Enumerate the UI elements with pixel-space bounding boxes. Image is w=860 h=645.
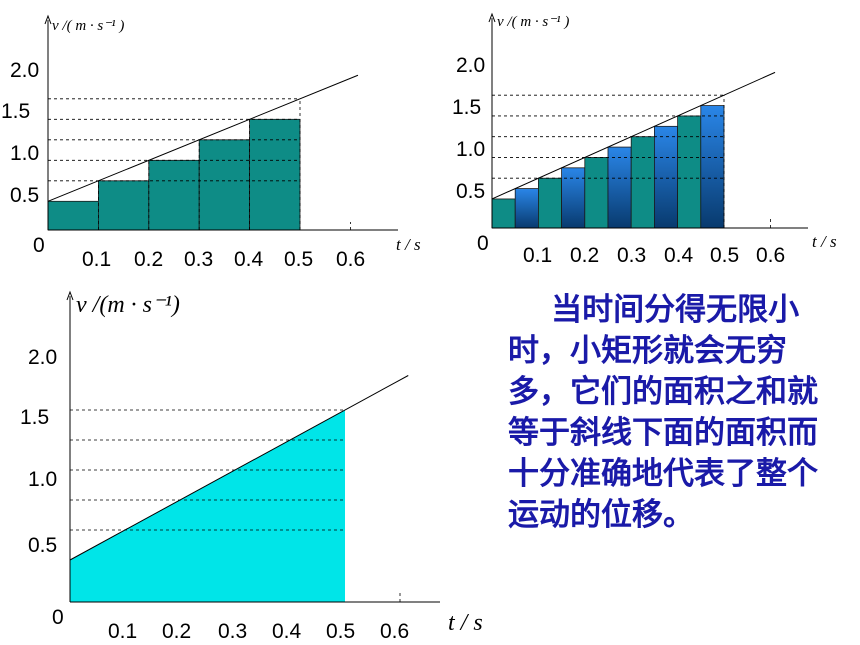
coarse-x-tick-0.6: 0.6: [336, 248, 365, 271]
rectangle-2: [514, 188, 539, 229]
rectangle-3: [148, 159, 200, 231]
fine-x-tick-0.5: 0.5: [710, 244, 739, 267]
fine-velocity-line: [491, 71, 776, 200]
fine-v-axis-label: v /( m · s⁻¹ ): [497, 14, 569, 30]
rectangle-1: [47, 200, 99, 231]
coarse-x-tick-0.1: 0.1: [82, 248, 111, 271]
rectangle-2: [98, 180, 150, 231]
rectangle-4: [198, 139, 250, 231]
coarse-x-tick-0.3: 0.3: [184, 248, 213, 271]
limit-x-tick-0.4: 0.4: [272, 620, 302, 643]
fine-y-tick-1.0: 1.0: [456, 138, 485, 161]
rectangle-1: [491, 198, 516, 229]
limit-x-tick-0.3: 0.3: [218, 620, 247, 643]
area-under-line: [70, 410, 345, 602]
coarse-v-arrow: [44, 14, 52, 25]
rectangle-9: [677, 115, 702, 229]
coarse-y-tick-1.0: 1.0: [10, 142, 39, 165]
coarse-x-tick-0.2: 0.2: [134, 248, 163, 271]
rectangle-5: [584, 157, 609, 229]
limit-x-tick-0.2: 0.2: [162, 620, 191, 643]
fine-y-tick-2.0: 2.0: [456, 54, 485, 77]
rectangle-10: [700, 105, 725, 229]
fine-origin-label: 0: [477, 232, 489, 255]
fine-x-tick-0.4: 0.4: [664, 244, 694, 267]
fine-v-arrow: [488, 12, 496, 23]
coarse-rectangles: [47, 118, 301, 231]
coarse-x-tick-0.4: 0.4: [234, 248, 264, 271]
limit-y-tick-0.5: 0.5: [28, 534, 57, 557]
rectangle-7: [630, 136, 655, 229]
coarse-y-tick-1.5: 1.5: [1, 100, 30, 123]
rectangle-3: [538, 177, 563, 229]
limit-y-tick-1.5: 1.5: [20, 406, 49, 429]
panel-limit: v /(m · s⁻¹) t / s 0 2.0 1.5 1.0 0.5 0.1…: [20, 290, 483, 643]
coarse-t-axis-label: t / s: [396, 235, 421, 254]
rectangle-5: [249, 118, 301, 231]
fine-t-axis-label: t / s: [812, 232, 837, 251]
limit-dashed-lines: [70, 409, 401, 602]
rectangle-4: [561, 167, 586, 229]
rectangle-6: [607, 146, 632, 229]
fine-x-tick-0.1: 0.1: [523, 244, 552, 267]
rectangle-8: [654, 125, 679, 229]
limit-y-tick-1.0: 1.0: [28, 468, 57, 491]
coarse-origin-label: 0: [33, 234, 45, 257]
limit-v-arrow: [66, 290, 74, 301]
coarse-y-tick-2.0: 2.0: [10, 59, 39, 82]
limit-x-tick-0.1: 0.1: [108, 620, 137, 643]
limit-velocity-line: [69, 375, 409, 561]
panel-fine: v /( m · s⁻¹ ) t / s 0 2.0 1.5 1.0 0.5 0…: [452, 12, 837, 267]
panel-coarse: v /( m · s⁻¹ ) t / s 0 2.0 1.5 1.0 0.5 0…: [1, 14, 421, 271]
fine-x-tick-0.2: 0.2: [570, 244, 599, 267]
fine-rectangles: [491, 105, 725, 229]
limit-x-tick-0.5: 0.5: [326, 620, 355, 643]
coarse-v-axis-label: v /( m · s⁻¹ ): [52, 18, 124, 34]
fine-y-tick-0.5: 0.5: [456, 180, 485, 203]
fine-dashed-lines: [492, 94, 771, 228]
fine-x-tick-0.6: 0.6: [756, 244, 785, 267]
coarse-x-tick-0.5: 0.5: [284, 248, 313, 271]
limit-t-axis-label: t / s: [448, 610, 483, 636]
coarse-dashed-lines: [48, 98, 351, 230]
limit-v-axis-label: v /(m · s⁻¹): [76, 292, 180, 318]
coarse-y-tick-0.5: 0.5: [10, 184, 39, 207]
fine-x-tick-0.3: 0.3: [617, 244, 646, 267]
limit-y-tick-2.0: 2.0: [28, 346, 57, 369]
limit-origin-label: 0: [52, 606, 64, 629]
explanation-text: 当时间分得无限小时，小矩形就会无穷多，它们的面积之和就等于斜线下面的面积而十分准…: [508, 292, 818, 533]
limit-x-tick-0.6: 0.6: [380, 620, 409, 643]
fine-y-tick-1.5: 1.5: [452, 96, 481, 119]
coarse-velocity-line: [47, 74, 359, 202]
